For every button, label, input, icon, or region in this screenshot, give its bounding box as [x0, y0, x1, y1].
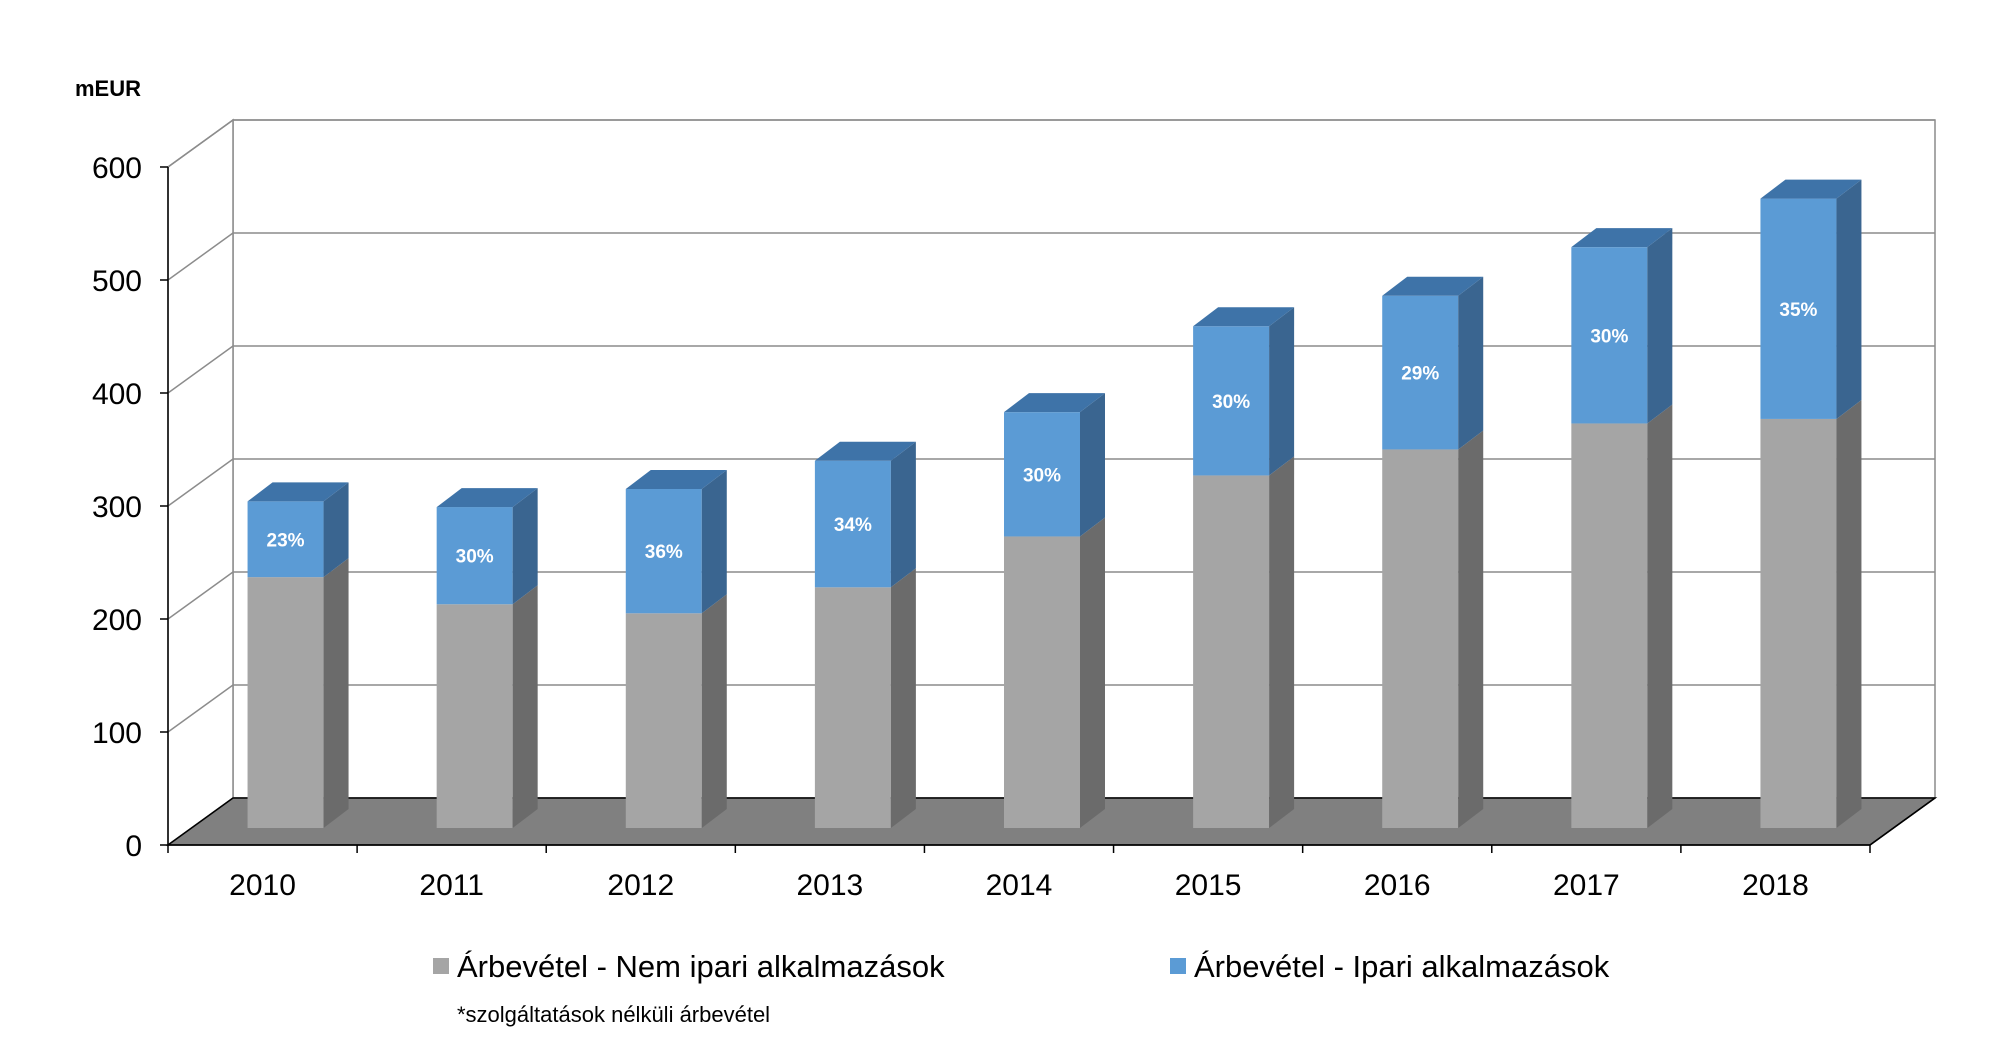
- x-tick-labels: 2010 2011 2012 2013 2014 2015 2016 2017 2018: [229, 869, 1809, 902]
- data-label: 30%: [456, 547, 494, 568]
- axes: [160, 166, 1936, 853]
- y-tick-label: 300: [92, 491, 142, 524]
- gridline: [167, 458, 1935, 507]
- bar-top: [625, 470, 727, 489]
- legend-label-nem-ipari: Árbevétel - Nem ipari alkalmazások: [457, 949, 945, 984]
- bar-nem-ipari: [625, 613, 702, 828]
- data-label: 30%: [1212, 392, 1250, 413]
- bar-nem-ipari-side: [323, 558, 349, 828]
- bar-nem-ipari: [436, 604, 513, 828]
- bar-ipari-side: [323, 482, 349, 578]
- bar-top: [1760, 179, 1862, 199]
- data-label: 35%: [1779, 300, 1817, 321]
- x-tick-label: 2010: [229, 869, 296, 902]
- bar-top: [1004, 393, 1105, 413]
- data-label: 30%: [1590, 326, 1628, 347]
- bar-ipari-side: [1458, 276, 1484, 450]
- y-tick-label: 600: [92, 152, 142, 185]
- legend-swatch-nem-ipari: [433, 958, 449, 974]
- data-label: 34%: [834, 515, 872, 536]
- gridline: [167, 232, 1935, 281]
- bar-nem-ipari-side: [1836, 399, 1862, 828]
- legend-swatch-ipari: [1170, 958, 1186, 974]
- bar-nem-ipari-side: [701, 594, 727, 828]
- bar-nem-ipari-side: [1647, 404, 1673, 828]
- bar-top: [1193, 307, 1295, 327]
- bar-group: 34%: [814, 441, 916, 828]
- y-tick-label: 100: [92, 717, 142, 750]
- bar-top: [1382, 276, 1484, 296]
- bar-ipari: [436, 507, 513, 605]
- bar-nem-ipari: [1760, 418, 1837, 828]
- bar-top: [436, 488, 538, 508]
- bar-nem-ipari-side: [1269, 456, 1295, 828]
- legend-label-ipari: Árbevétel - Ipari alkalmazások: [1194, 949, 1610, 984]
- gridline: [167, 345, 1935, 394]
- x-tick-label: 2016: [1364, 869, 1431, 902]
- bar-ipari-side: [1647, 228, 1673, 424]
- x-tick-label: 2013: [797, 869, 864, 902]
- bar-ipari: [1004, 412, 1080, 537]
- floor-edge: [1869, 797, 1936, 846]
- bar-nem-ipari-side: [512, 585, 538, 828]
- bar-ipari: [1571, 247, 1648, 424]
- bar-top: [814, 441, 916, 461]
- bar-group: 30%: [1193, 307, 1295, 828]
- bar-nem-ipari-side: [890, 568, 916, 828]
- y-tick-label: 500: [92, 265, 142, 298]
- bar-ipari-side: [1836, 179, 1862, 419]
- bar-ipari-side: [701, 470, 727, 614]
- legend: Árbevétel - Nem ipari alkalmazások Árbev…: [433, 949, 1610, 984]
- x-tick-label: 2018: [1742, 869, 1809, 902]
- bar-nem-ipari-side: [1458, 430, 1484, 828]
- data-label: 36%: [645, 542, 683, 563]
- bar-group: 30%: [1571, 228, 1673, 828]
- bar-nem-ipari: [1571, 423, 1648, 828]
- bar-group: 30%: [436, 488, 538, 828]
- bar-ipari: [1193, 326, 1270, 476]
- gridline: [167, 119, 1935, 168]
- y-tick-labels: 0 100 200 300 400 500 600: [92, 152, 142, 863]
- bar-ipari: [814, 460, 891, 588]
- bar-ipari: [247, 501, 324, 578]
- bar-top: [1571, 228, 1673, 248]
- x-tick-label: 2014: [986, 869, 1053, 902]
- footnote: *szolgáltatások nélküli árbevétel: [457, 1002, 770, 1027]
- bar-nem-ipari: [814, 587, 891, 828]
- gridline: [167, 684, 1935, 733]
- bar-ipari: [1382, 295, 1459, 450]
- data-label: 30%: [1023, 465, 1061, 486]
- bar-nem-ipari: [1004, 536, 1080, 828]
- y-tick-label: 200: [92, 604, 142, 637]
- bar-nem-ipari: [1193, 475, 1270, 828]
- unit-label: mEUR: [75, 76, 141, 101]
- x-tick-label: 2011: [419, 869, 484, 902]
- bar-group: 35%: [1760, 179, 1862, 828]
- x-tick-label: 2017: [1553, 869, 1620, 902]
- bar-top: [247, 482, 349, 502]
- x-tick-label: 2012: [607, 869, 674, 902]
- bar-group: 29%: [1382, 276, 1484, 828]
- bar-ipari: [1760, 198, 1837, 419]
- x-tick-label: 2015: [1175, 869, 1242, 902]
- bar-nem-ipari: [247, 577, 324, 828]
- bar-nem-ipari-side: [1080, 517, 1105, 828]
- bar-group: 30%: [1004, 393, 1105, 828]
- bar-group: 36%: [625, 470, 727, 828]
- bar-group: 23%: [247, 482, 349, 828]
- data-label: 23%: [267, 530, 305, 551]
- bars: 23% 30% 36% 34% 30% 30% 29% 30% 35%: [247, 179, 1862, 828]
- bar-ipari-side: [890, 441, 916, 588]
- y-tick-label: 0: [125, 830, 142, 863]
- bar-ipari-side: [1080, 393, 1105, 537]
- y-tick-label: 400: [92, 378, 142, 411]
- data-label: 29%: [1401, 364, 1439, 385]
- bar-ipari-side: [1269, 307, 1295, 476]
- gridline: [167, 571, 1935, 620]
- bar-ipari: [625, 489, 702, 614]
- bar-nem-ipari: [1382, 449, 1459, 828]
- bar-ipari-side: [512, 488, 538, 605]
